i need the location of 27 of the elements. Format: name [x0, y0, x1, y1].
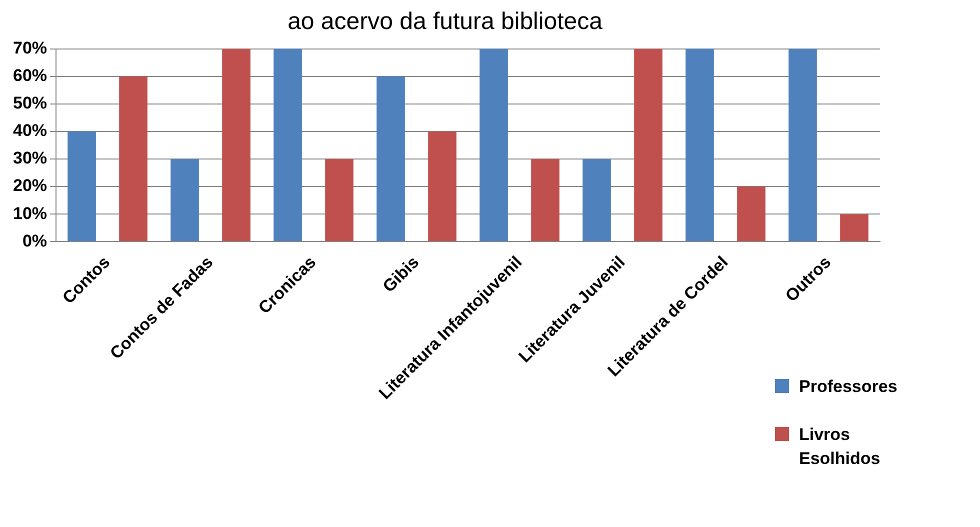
y-tick-label: 20%: [12, 176, 48, 196]
y-tick-label: 60%: [12, 66, 48, 86]
y-tick-label: 50%: [12, 94, 48, 113]
chart-title: ao acervo da futura biblioteca: [288, 8, 604, 36]
bar: [686, 48, 714, 242]
bar: [274, 48, 302, 242]
bar: [68, 131, 96, 242]
bar: [634, 48, 662, 242]
bar: [119, 76, 148, 242]
y-tick-label: 30%: [12, 148, 48, 168]
bar: [840, 214, 868, 242]
bar: [376, 76, 405, 242]
y-tick-label: 40%: [12, 121, 48, 140]
bar: [222, 48, 250, 242]
legend-label: Professores: [799, 376, 898, 398]
bar: [480, 48, 508, 242]
y-tick-label: 10%: [12, 204, 48, 223]
y-tick-label: 70%: [12, 38, 48, 58]
y-tick-label: 0%: [22, 231, 48, 250]
bar: [788, 48, 817, 242]
bar: [170, 159, 199, 242]
bar: [428, 131, 456, 242]
legend-label: Livros Esolhidos: [799, 424, 882, 470]
bar: [737, 186, 766, 242]
bar: [582, 159, 611, 242]
bar: [531, 159, 560, 242]
bar: [325, 159, 354, 242]
